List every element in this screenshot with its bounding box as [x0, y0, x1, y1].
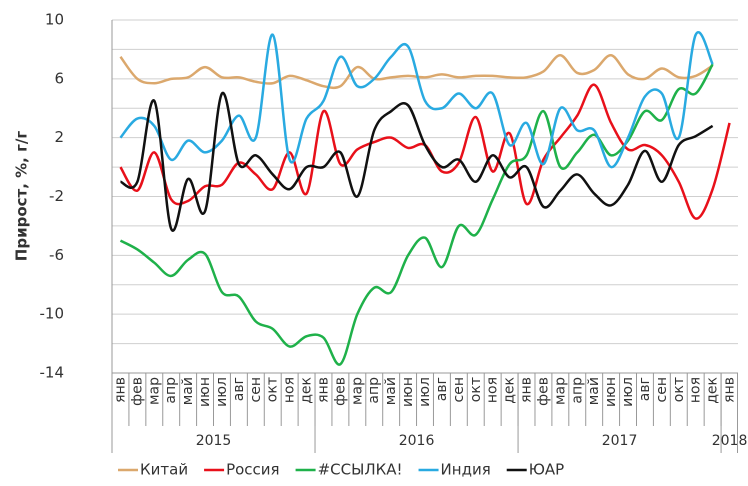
series-line [119, 63, 714, 366]
x-tick-label: авг [637, 377, 653, 401]
year-label: 2018 [712, 433, 748, 449]
legend-label: ЮАР [529, 461, 565, 479]
y-tick-label: -6 [49, 246, 64, 264]
x-tick-label: ноя [485, 377, 501, 403]
x-tick-label: авг [434, 377, 450, 401]
x-tick-label: июл [214, 377, 230, 407]
year-label: 2016 [399, 433, 435, 449]
x-tick-label: июн [197, 377, 213, 407]
x-tick-label: май [383, 377, 399, 405]
x-tick-label: мар [349, 377, 365, 405]
x-tick-label: янв [722, 377, 738, 403]
legend-label: Китай [140, 461, 188, 479]
x-tick-label: сен [248, 377, 264, 402]
legend-label: Россия [226, 461, 280, 479]
year-label: 2017 [602, 433, 638, 449]
x-tick-label: июн [400, 377, 416, 407]
x-tick-label: ноя [282, 377, 298, 403]
x-tick-label: фев [535, 377, 551, 406]
y-tick-label: -10 [40, 305, 65, 323]
x-tick-label: май [586, 377, 602, 405]
legend-label: #ССЫЛКА! [318, 461, 403, 479]
year-label: 2015 [196, 433, 232, 449]
x-tick-label: июн [603, 377, 619, 407]
x-tick-label: авг [231, 377, 247, 401]
y-tick-label: 10 [45, 11, 64, 29]
x-tick-label: дек [705, 377, 721, 404]
x-tick-label: янв [112, 377, 128, 403]
series-line [119, 83, 731, 220]
x-tick-label: янв [315, 377, 331, 403]
x-tick-label: июл [417, 377, 433, 407]
x-tick-label: июл [620, 377, 636, 407]
x-tick-label: окт [468, 377, 484, 402]
y-tick-label: -14 [40, 364, 65, 382]
x-tick-label: сен [451, 377, 467, 402]
x-tick-label: мар [552, 377, 568, 405]
x-tick-label: апр [163, 377, 179, 404]
x-tick-label: фев [332, 377, 348, 406]
legend-label: Индия [441, 461, 491, 479]
x-tick-label: фев [129, 377, 145, 406]
y-tick-label: -2 [49, 187, 64, 205]
x-tick-label: янв [519, 377, 535, 403]
x-tick-label: апр [366, 377, 382, 404]
x-tick-label: апр [569, 377, 585, 404]
x-tick-label: ноя [688, 377, 704, 403]
x-tick-label: дек [299, 377, 315, 404]
x-tick-label: мар [146, 377, 162, 405]
series-line [119, 92, 714, 232]
x-tick-label: дек [502, 377, 518, 404]
y-axis-label: Прирост, %, г/г [13, 131, 31, 262]
series-line [119, 31, 714, 169]
x-tick-label: сен [654, 377, 670, 402]
x-tick-label: май [180, 377, 196, 405]
y-tick-label: 2 [54, 128, 64, 146]
x-tick-label: окт [671, 377, 687, 402]
y-tick-label: 6 [54, 69, 64, 87]
x-tick-label: окт [265, 377, 281, 402]
